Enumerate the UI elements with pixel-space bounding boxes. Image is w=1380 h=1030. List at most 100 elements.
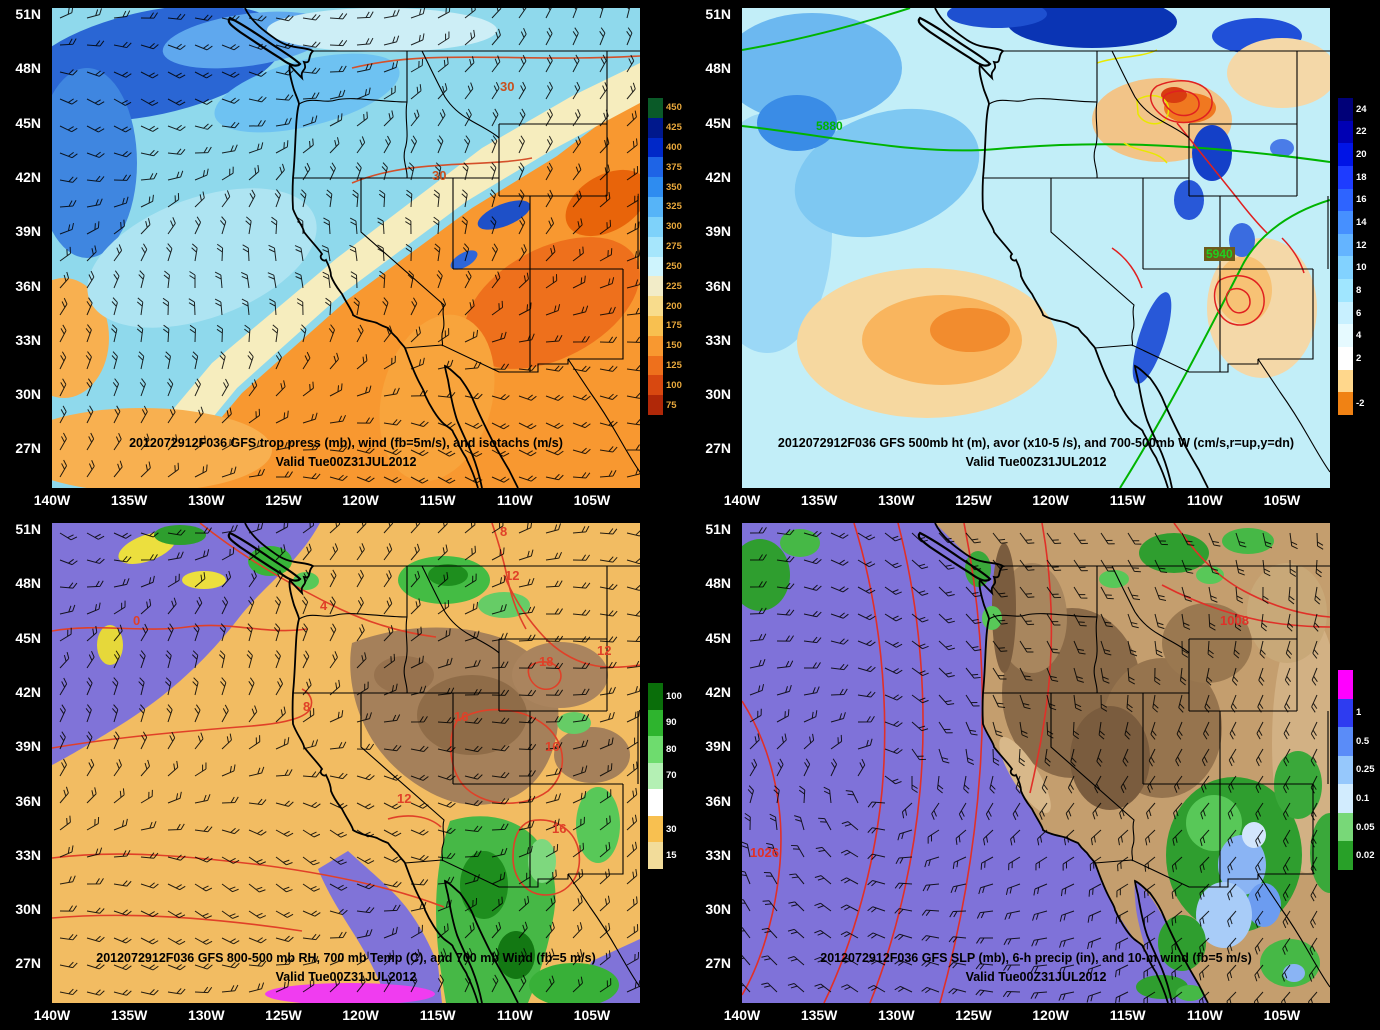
lon-tick-label: 110W	[1186, 1007, 1223, 1023]
colorbar-label: 425	[666, 122, 682, 134]
colorbar-label: 250	[666, 260, 682, 272]
colorbar-label: 8	[1356, 284, 1362, 296]
isotach-contour-label: 30	[432, 168, 447, 183]
colorbar-segment	[1338, 369, 1353, 393]
lat-tick-label: 45N	[15, 114, 41, 131]
slp-contour	[823, 523, 886, 1003]
colorbar-label: 275	[666, 241, 682, 253]
colorbar-segment	[648, 177, 663, 198]
colorbar-label: 0.5	[1356, 735, 1370, 747]
colorbar-segment	[648, 276, 663, 297]
colorbar-segment	[1338, 120, 1353, 144]
lat-tick-label: 36N	[705, 792, 731, 809]
lon-tick-label: 115W	[1109, 1007, 1146, 1023]
panel-valid-time: Valid Tue00Z31JUL2012	[965, 970, 1107, 984]
lat-tick-label: 30N	[705, 901, 731, 918]
panel-trop-press: 51N 48N 45N 42N 39N 36N 33N 30N 27N	[0, 0, 690, 515]
panel-slp-precip: 51N 48N 45N 42N 39N 36N 33N 30N 27N	[690, 515, 1380, 1030]
temp-contour-label: 16	[552, 821, 567, 836]
colorbar-label: 350	[666, 181, 682, 193]
lon-tick-label: 120W	[342, 492, 379, 508]
temp-contour-label: 0	[133, 613, 141, 628]
colorbar-label: 30	[666, 823, 677, 835]
vorticity-contour	[1149, 80, 1213, 124]
colorbar-segment	[1338, 188, 1353, 212]
lat-axis: 51N 48N 45N 42N 39N 36N 33N 30N 27N	[690, 521, 736, 1003]
colorbar-segment	[648, 736, 663, 763]
wind-barbs	[59, 8, 640, 484]
colorbar-label: 20	[1356, 149, 1367, 161]
temp-contour-label: 8	[303, 699, 311, 714]
height-contour	[742, 8, 911, 51]
lon-tick-label: 130W	[877, 1007, 915, 1023]
colorbar-label: 325	[666, 201, 682, 213]
lon-tick-label: 130W	[877, 492, 915, 508]
colorbar-label: 75	[666, 399, 677, 411]
temp-contour	[387, 815, 442, 828]
lon-tick-label: 135W	[800, 1007, 838, 1023]
colorbar-segment	[1338, 670, 1353, 699]
temp-contour	[52, 688, 313, 749]
colorbar-segment	[648, 117, 663, 138]
lat-axis: 51N 48N 45N 42N 39N 36N 33N 30N 27N	[690, 6, 736, 488]
500mb-field	[742, 8, 1330, 488]
slp-contour	[1029, 523, 1053, 794]
lon-tick-label: 120W	[1032, 492, 1069, 508]
lon-tick-label: 110W	[496, 492, 533, 508]
colorbar-segment	[648, 395, 663, 415]
omega-contour	[1096, 49, 1158, 64]
temp-contour-label: 4	[320, 598, 328, 613]
lon-tick-label: 140W	[723, 492, 761, 508]
map-slp-precip: 2012072912F036 GFS SLP (mb), 6-h precip …	[741, 522, 1331, 1004]
colorbar-segment	[1338, 98, 1353, 121]
lat-tick-label: 39N	[15, 223, 41, 240]
lat-tick-label: 30N	[705, 386, 731, 403]
colorbar-label: 80	[666, 743, 677, 755]
colorbar-label: 24	[1356, 103, 1367, 115]
colorbar-trop-press: 450 425 400 375 350 325 300 275 250 225 200 175 150 1…	[648, 98, 682, 415]
lat-tick-label: 45N	[705, 114, 731, 131]
colorbar-segment	[648, 815, 663, 843]
colorbar-label: 0.05	[1356, 821, 1375, 833]
isotach-contour	[351, 55, 640, 69]
colorbar-segment	[1338, 143, 1353, 166]
colorbar-segment	[1338, 324, 1353, 348]
lon-tick-label: 115W	[419, 1007, 456, 1023]
colorbar-label: 12	[1356, 239, 1367, 251]
colorbar-label: 125	[666, 359, 682, 371]
colorbar-segment	[648, 296, 663, 316]
lat-tick-label: 27N	[15, 955, 41, 972]
colorbar-label: 1	[1356, 707, 1362, 719]
colorbar-label: -2	[1356, 398, 1365, 410]
lat-tick-label: 51N	[705, 521, 731, 537]
temp-contour-label: 16	[545, 739, 560, 754]
lon-axis: 140W 135W 130W 125W 120W 115W 110W 105W	[690, 1007, 1380, 1029]
slp-field	[742, 523, 1330, 1003]
lat-tick-label: 51N	[705, 6, 731, 22]
colorbar-segment	[1338, 784, 1353, 813]
colorbar-segment	[1338, 727, 1353, 756]
vorticity-contour	[1225, 288, 1251, 314]
colorbar-label: 90	[666, 717, 677, 729]
lon-tick-label: 105W	[1263, 1007, 1301, 1023]
colorbar-segment	[648, 842, 663, 869]
lat-tick-label: 33N	[15, 846, 41, 863]
colorbar-segment	[1338, 841, 1353, 870]
trop-press-field	[52, 8, 640, 488]
colorbar-rh: 100 90 80 70 30 15	[648, 683, 682, 869]
colorbar-segment	[1338, 755, 1353, 785]
temp-contour	[52, 914, 303, 932]
temp-contour-label: 18	[539, 654, 554, 669]
wind-barbs	[742, 527, 1324, 1003]
colorbar-label: 2	[1356, 352, 1362, 364]
lat-tick-label: 42N	[705, 168, 731, 185]
lon-tick-label: 140W	[723, 1007, 761, 1023]
lat-tick-label: 48N	[705, 60, 731, 77]
lat-axis: 51N 48N 45N 42N 39N 36N 33N 30N 27N	[0, 521, 46, 1003]
lon-tick-label: 135W	[110, 1007, 148, 1023]
colorbar-label: 6	[1356, 307, 1362, 319]
lat-tick-label: 27N	[705, 955, 731, 972]
colorbar-label: 375	[666, 161, 682, 173]
lat-tick-label: 33N	[15, 331, 41, 348]
